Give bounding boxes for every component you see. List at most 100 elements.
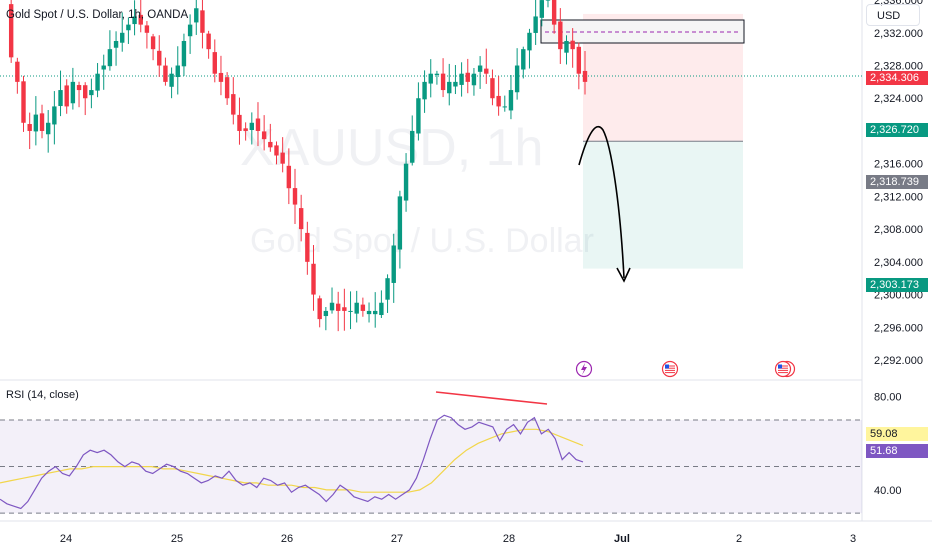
candle-body bbox=[144, 25, 150, 33]
candle-body bbox=[274, 145, 279, 156]
stop-price-label: 2,334.306 bbox=[866, 71, 928, 85]
candle-body bbox=[169, 73, 174, 87]
currency-button[interactable]: USD bbox=[866, 4, 920, 26]
candle-body bbox=[107, 49, 113, 67]
time-tick-label: 28 bbox=[503, 533, 515, 545]
candle-body bbox=[576, 46, 582, 74]
candle-body bbox=[403, 163, 409, 201]
price-tick-label: 2,336.000 bbox=[874, 0, 923, 7]
candle-body bbox=[477, 65, 483, 72]
candle-body bbox=[187, 24, 193, 37]
candle-body bbox=[280, 152, 285, 164]
candle-body bbox=[150, 36, 156, 50]
candle-body bbox=[157, 50, 162, 66]
candle-body bbox=[101, 65, 106, 70]
candle-body bbox=[323, 310, 329, 317]
candle-body bbox=[181, 40, 187, 67]
candle-body bbox=[366, 310, 372, 315]
candle-body bbox=[558, 21, 563, 50]
candle-body bbox=[286, 165, 292, 189]
candle-body bbox=[521, 49, 526, 70]
watermark-symbol: XAUUSD, 1h bbox=[240, 119, 543, 177]
candle-body bbox=[410, 130, 415, 163]
time-tick-label: 26 bbox=[281, 533, 293, 545]
candle-body bbox=[539, 0, 545, 18]
current-price-label: 2,326.720 bbox=[866, 123, 928, 137]
candle-body bbox=[342, 307, 347, 311]
candle-body bbox=[484, 68, 489, 74]
target-price-label: 2,303.173 bbox=[866, 278, 928, 292]
candle-body bbox=[329, 302, 335, 311]
candle-body bbox=[89, 90, 94, 96]
candle-body bbox=[496, 95, 501, 107]
candle-body bbox=[8, 4, 14, 58]
candle-body bbox=[391, 245, 396, 283]
candle-body bbox=[422, 81, 427, 100]
candle-body bbox=[465, 72, 470, 82]
candle-body bbox=[21, 81, 26, 123]
price-tick-label: 2,312.000 bbox=[874, 191, 923, 203]
candle-body bbox=[268, 141, 273, 148]
candle-body bbox=[58, 90, 63, 107]
candle-body bbox=[206, 33, 211, 50]
candle-body bbox=[255, 118, 261, 131]
rsi-line bbox=[0, 414, 584, 510]
price-tick-label: 2,316.000 bbox=[874, 159, 923, 171]
candle-body bbox=[15, 61, 20, 82]
price-tick-label: 2,332.000 bbox=[874, 28, 923, 40]
candle-body bbox=[490, 78, 495, 99]
candle-body bbox=[360, 304, 366, 311]
candle-body bbox=[231, 94, 236, 115]
price-tick-label: 2,328.000 bbox=[874, 61, 923, 73]
candle-body bbox=[527, 32, 532, 51]
chart-title: Gold Spot / U.S. Dollar, 1h, OANDA bbox=[6, 9, 189, 21]
candle-body bbox=[95, 73, 100, 91]
candle-body bbox=[243, 128, 248, 131]
candle-body bbox=[305, 232, 310, 262]
candle-body bbox=[113, 40, 119, 48]
candle-body bbox=[440, 73, 446, 91]
candle-body bbox=[194, 8, 199, 23]
candle-body bbox=[447, 81, 452, 94]
candle-body bbox=[416, 98, 421, 134]
candle-body bbox=[83, 85, 88, 99]
candle-body bbox=[261, 131, 267, 140]
rsi-value-label: 51.68 bbox=[866, 444, 928, 458]
time-tick-label: 2 bbox=[736, 533, 742, 545]
candle-body bbox=[428, 73, 433, 84]
candle-body bbox=[237, 114, 242, 131]
rsi-title: RSI (14, close) bbox=[6, 389, 79, 401]
supply-zone-rectangle bbox=[540, 19, 745, 44]
candle-body bbox=[434, 73, 440, 75]
time-tick-label: 3 bbox=[850, 533, 856, 545]
candle-body bbox=[453, 81, 458, 87]
take-profit-zone bbox=[583, 141, 743, 269]
candle-body bbox=[311, 263, 316, 295]
time-tick-label: 24 bbox=[60, 533, 72, 545]
candle-body bbox=[138, 14, 143, 25]
candle-body bbox=[249, 122, 255, 131]
candle-body bbox=[224, 77, 230, 99]
time-tick-label: 27 bbox=[391, 533, 403, 545]
candle-body bbox=[508, 90, 514, 111]
rsi-ma-line bbox=[0, 428, 584, 493]
candle-body bbox=[551, 0, 557, 25]
time-tick-label: 25 bbox=[171, 533, 183, 545]
price-tick-label: 2,308.000 bbox=[874, 224, 923, 236]
price-tick-label: 2,304.000 bbox=[874, 257, 923, 269]
us-flag-icon bbox=[661, 360, 679, 378]
candle-body bbox=[385, 278, 390, 300]
time-tick-label: Jul bbox=[614, 533, 630, 545]
candle-body bbox=[175, 65, 180, 78]
candle-body bbox=[373, 310, 378, 315]
candle-body bbox=[570, 40, 575, 50]
candle-body bbox=[163, 65, 168, 82]
candle-body bbox=[354, 302, 359, 314]
candle-body bbox=[52, 106, 57, 125]
candle-body bbox=[502, 106, 507, 108]
price-tick-label: 2,300.000 bbox=[874, 290, 923, 302]
lightning-icon bbox=[581, 363, 587, 375]
curved-down-arrow bbox=[578, 125, 625, 279]
candle-body bbox=[564, 40, 569, 53]
